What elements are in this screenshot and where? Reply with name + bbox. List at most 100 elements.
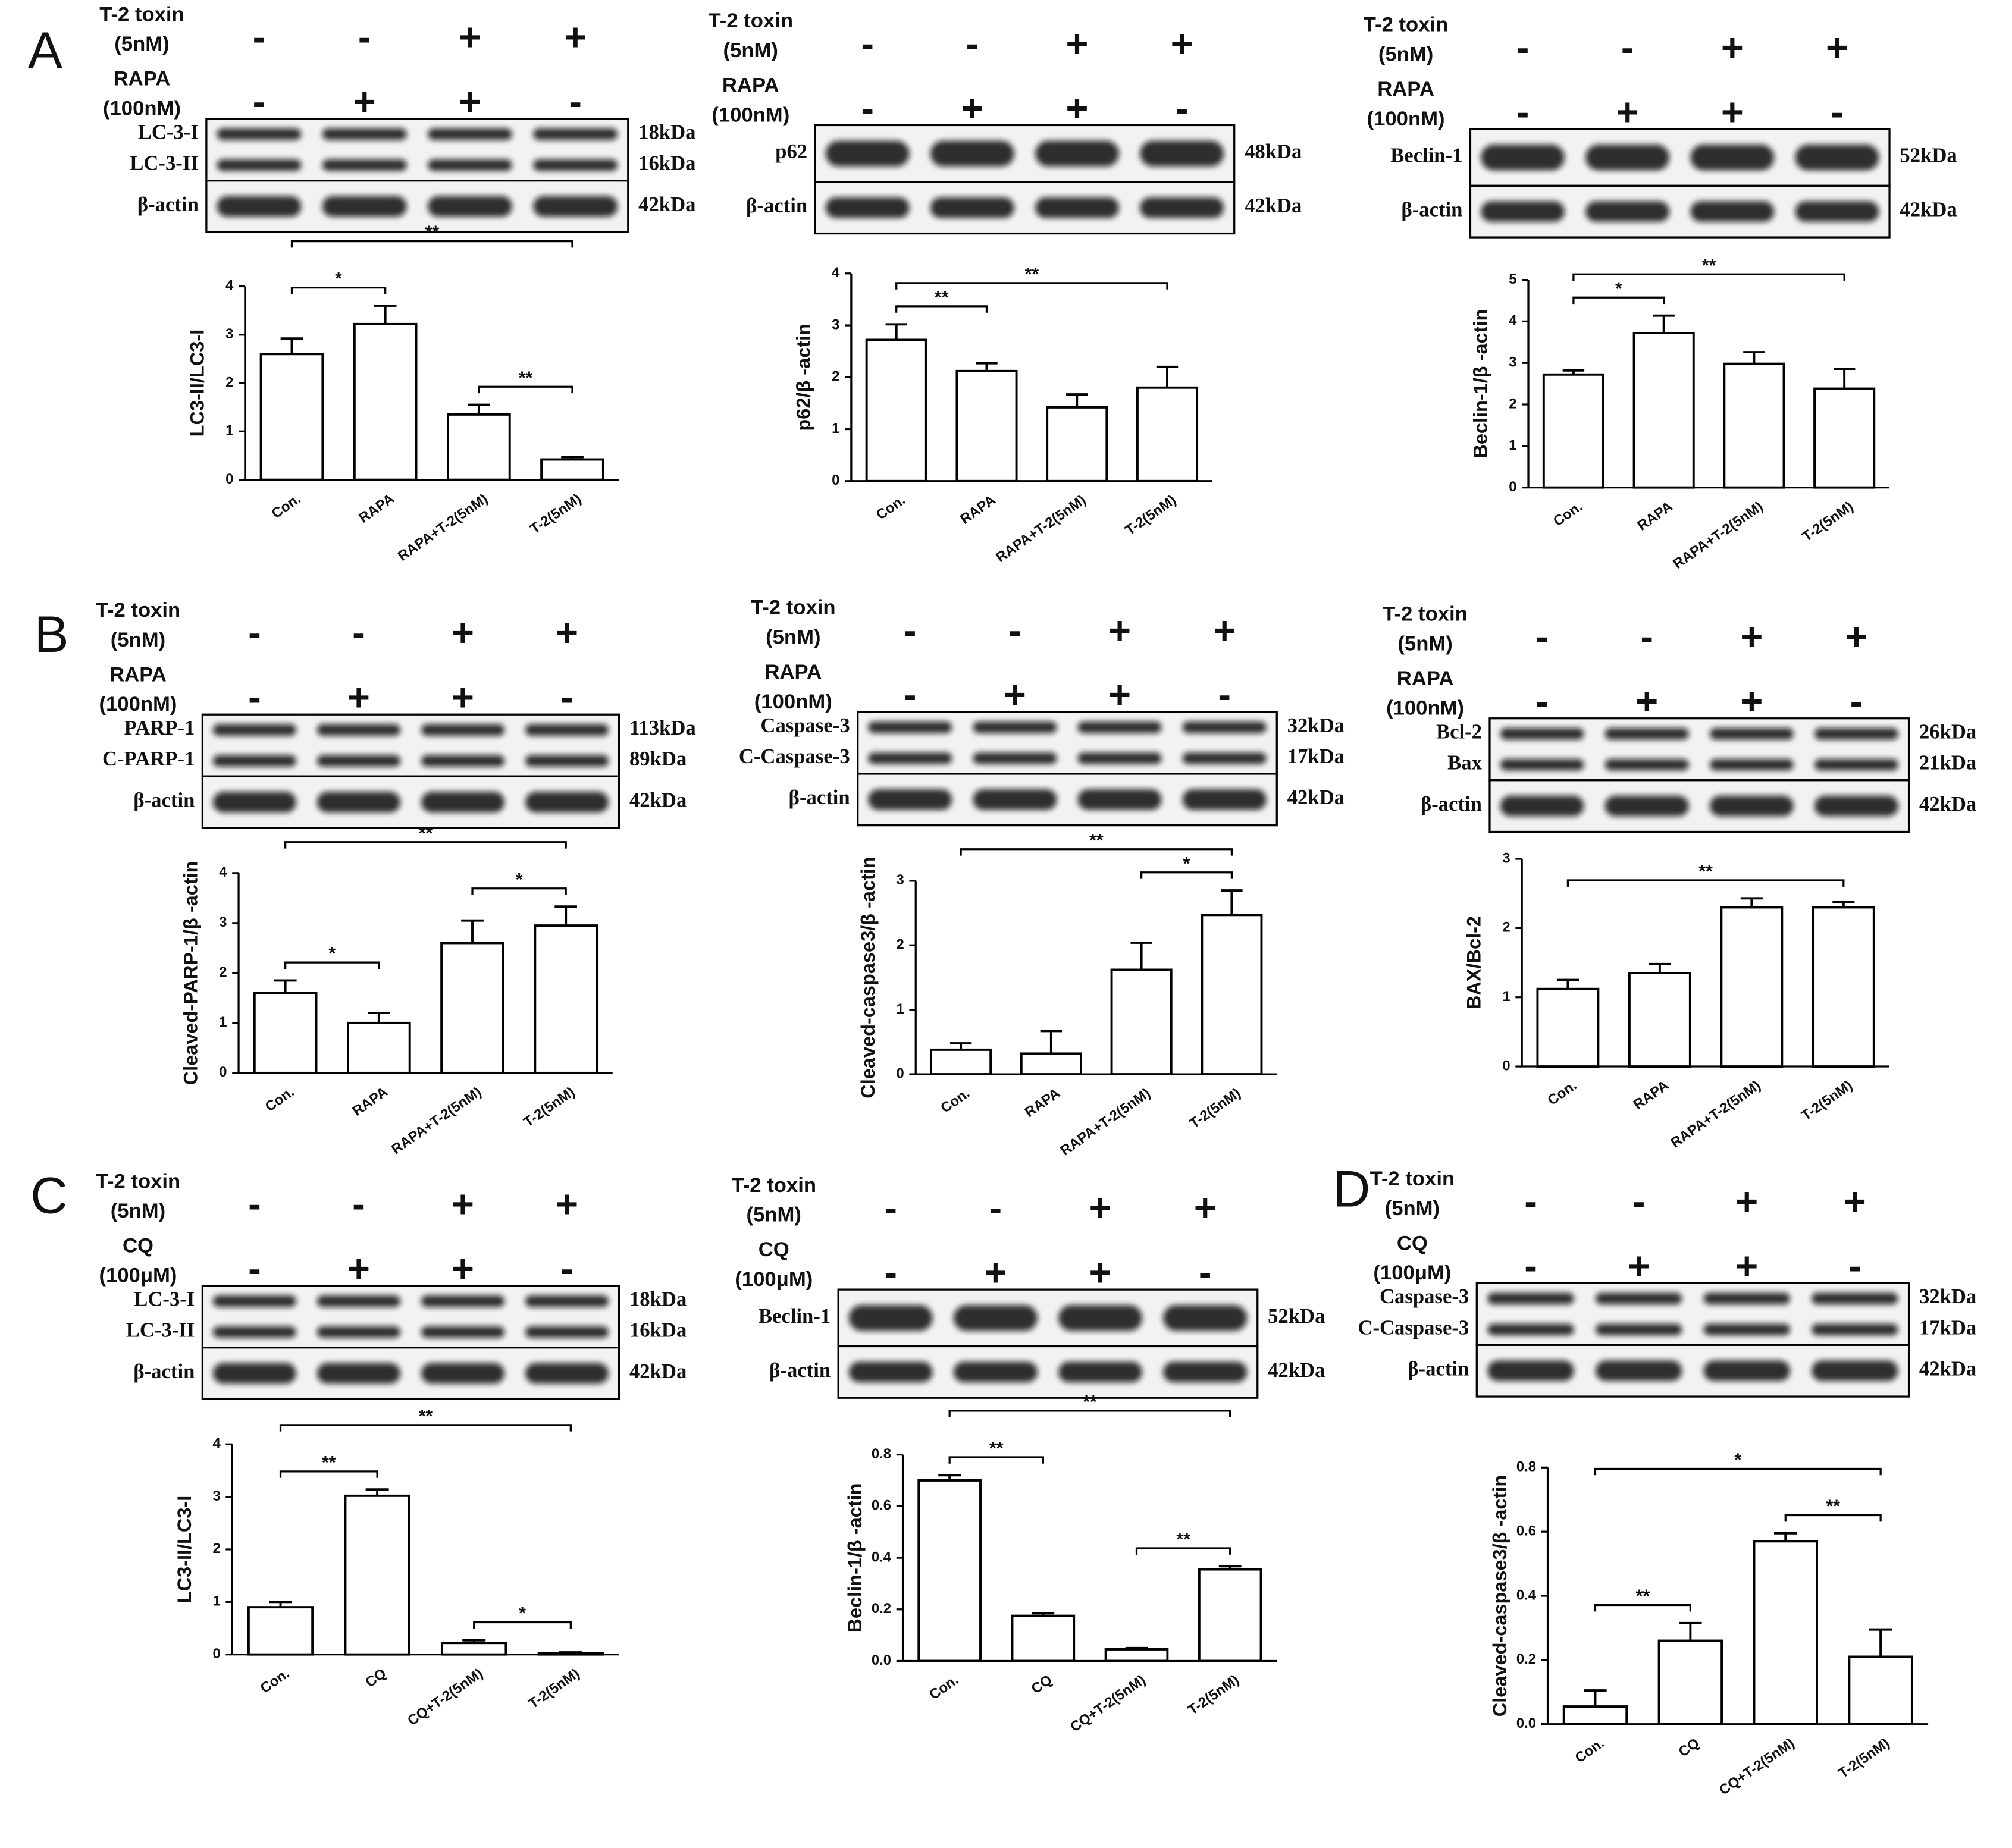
bar	[1110, 968, 1173, 1076]
x-tick-label: T-2(5nM)	[1798, 1077, 1856, 1124]
blot-band	[212, 792, 296, 812]
blot-band	[1812, 1360, 1898, 1382]
significance-label: **	[1636, 1586, 1650, 1606]
significance-label: *	[328, 944, 336, 964]
blot-band	[973, 789, 1057, 810]
blot-band	[1585, 144, 1670, 171]
blot-band	[1604, 759, 1689, 771]
treatment-sign: -	[352, 1182, 365, 1226]
blot-band	[1596, 1360, 1682, 1382]
significance-label: *	[1183, 854, 1190, 874]
treatment-sign: -	[904, 608, 917, 652]
blot-box	[1488, 717, 1910, 782]
y-tick-label: 0	[212, 1646, 220, 1662]
band-size: 52kDa	[1900, 144, 1957, 167]
y-tick-label: 4	[225, 278, 234, 294]
blot-band	[217, 128, 302, 140]
treatment-dose: (100nM)	[99, 693, 177, 716]
blot-box	[201, 713, 620, 777]
y-axis-label: Beclin-1/β -actin	[1470, 309, 1491, 459]
bar	[1632, 332, 1695, 489]
treatment-sign: -	[1008, 608, 1021, 652]
y-axis-label: Cleaved-PARP-1/β -actin	[180, 861, 202, 1085]
y-axis-label: BAX/Bcl-2	[1463, 916, 1485, 1009]
y-tick-label: 2	[212, 1540, 220, 1557]
blot-band	[525, 1295, 609, 1307]
blot-band	[525, 1363, 609, 1384]
treatment-sign: +	[984, 1250, 1007, 1294]
x-tick-label: RAPA+T-2(5nM)	[1670, 498, 1766, 572]
y-tick-label: 0	[832, 472, 839, 488]
band-size: 18kDa	[629, 1288, 687, 1311]
blot-band	[1690, 201, 1775, 222]
blot-band	[1140, 140, 1224, 167]
bar	[1542, 373, 1604, 489]
band-name: β-actin	[133, 1360, 195, 1383]
blot-band	[212, 1363, 296, 1384]
band-size: 89kDa	[629, 747, 687, 770]
x-tick-label: Con.	[1572, 1735, 1607, 1766]
significance-bracket	[1572, 296, 1665, 305]
treatment-name: T-2 toxin	[708, 10, 793, 32]
y-tick-label: 2	[1509, 396, 1516, 412]
y-tick-label: 0	[225, 471, 233, 487]
blot-band	[525, 1326, 609, 1338]
y-tick-label: 0.6	[872, 1498, 891, 1514]
y-tick-label: 0.4	[1516, 1587, 1537, 1603]
treatment-sign: +	[347, 1247, 370, 1290]
y-axis-label: Cleaved-caspase3/β -actin	[857, 856, 879, 1098]
bar	[1628, 972, 1691, 1068]
y-tick-label: 2	[896, 937, 904, 953]
bar	[1104, 1648, 1169, 1662]
treatment-sign: -	[861, 86, 874, 130]
band-size: 42kDa	[1900, 198, 1957, 221]
bar	[353, 322, 418, 481]
x-tick-label: RAPA+T-2(5nM)	[1058, 1085, 1154, 1159]
y-tick-label: 4	[212, 1436, 221, 1452]
band-name: LC-3-I	[138, 121, 199, 144]
treatment-dose: (5nM)	[1397, 632, 1452, 655]
treatment-sign: +	[961, 86, 983, 130]
blot-band	[825, 140, 910, 167]
blot-band	[1703, 1360, 1790, 1382]
band-size: 42kDa	[1919, 792, 1976, 815]
blot-band	[1795, 144, 1879, 171]
treatment-sign: +	[1004, 673, 1026, 716]
blot-band	[525, 792, 609, 812]
blot-band	[1487, 1360, 1574, 1382]
blot-band	[316, 1363, 400, 1384]
bar	[440, 942, 504, 1074]
bar	[1136, 386, 1199, 482]
blot-band	[1814, 759, 1898, 771]
blot-band	[525, 755, 609, 767]
blot-band	[1604, 795, 1689, 817]
significance-label: *	[1734, 1450, 1741, 1470]
significance-label: **	[935, 288, 949, 308]
treatment-sign: +	[1089, 1186, 1112, 1229]
y-tick-label: 0.0	[872, 1652, 891, 1668]
blot-band	[1500, 759, 1584, 771]
x-tick-label: CQ	[1029, 1672, 1055, 1698]
band-size: 16kDa	[629, 1319, 687, 1342]
band-name: Bax	[1447, 751, 1482, 774]
treatment-sign: -	[1621, 26, 1634, 69]
x-tick-label: T-2(5nM)	[527, 491, 584, 537]
treatment-dose: (100nM)	[1386, 697, 1464, 720]
blot-band	[217, 159, 302, 171]
bar	[540, 458, 604, 481]
x-tick-label: T-2(5nM)	[1187, 1085, 1244, 1131]
blot-band	[1795, 201, 1879, 222]
significance-label: **	[425, 223, 439, 243]
significance-bracket	[1572, 273, 1845, 281]
treatment-sign: +	[1740, 679, 1763, 723]
significance-bracket	[471, 887, 567, 895]
band-name: β-actin	[133, 789, 195, 812]
y-tick-label: 2	[225, 374, 233, 390]
y-tick-label: 0.2	[872, 1601, 891, 1617]
significance-bracket	[1135, 1547, 1231, 1555]
treatment-sign: -	[253, 15, 266, 59]
treatment-name: T-2 toxin	[99, 3, 184, 26]
treatment-sign: +	[1844, 1179, 1866, 1223]
x-tick-label: RAPA+T-2(5nM)	[388, 1084, 484, 1157]
y-tick-label: 1	[225, 423, 233, 439]
